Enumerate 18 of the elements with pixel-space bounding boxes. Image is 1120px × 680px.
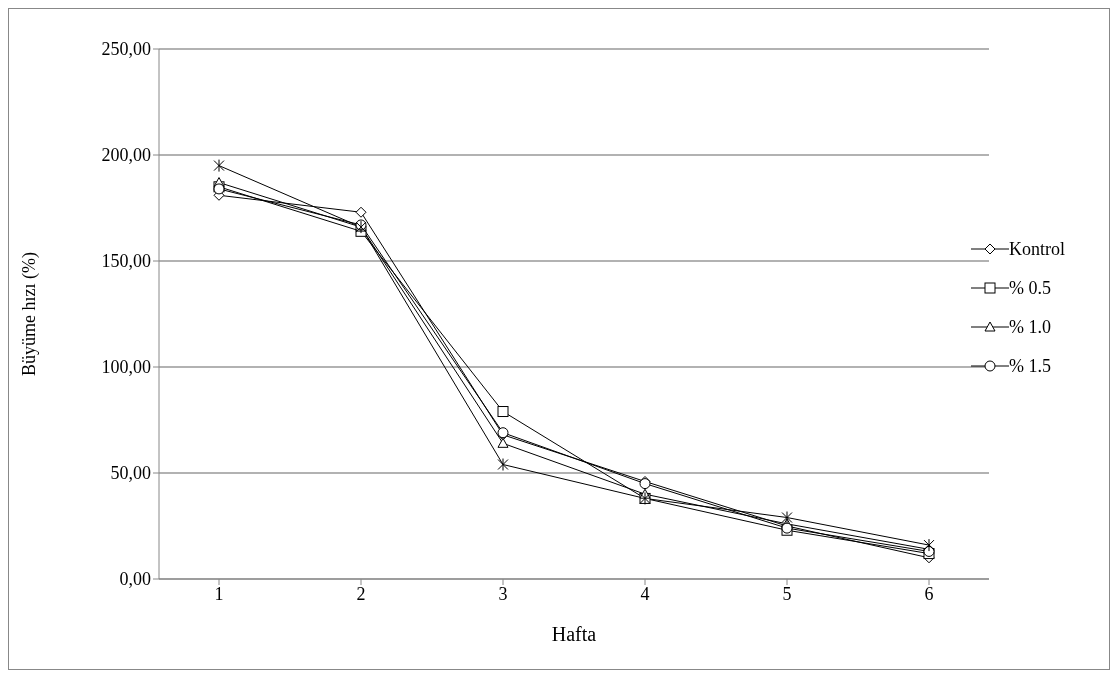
legend-label: % 1.5 xyxy=(1009,356,1052,377)
y-tick-label: 250,00 xyxy=(101,39,151,60)
legend-label: Kontrol xyxy=(1009,239,1066,260)
x-tick-label: 2 xyxy=(356,583,366,604)
x-tick-label: 4 xyxy=(640,583,650,604)
y-tick-label: 150,00 xyxy=(101,251,151,272)
legend-label: % 1.0 xyxy=(1009,317,1052,338)
y-tick-label: 0,00 xyxy=(119,569,151,590)
x-tick-label: 5 xyxy=(782,583,792,604)
x-tick-label: 1 xyxy=(214,583,224,604)
x-tick-label: 6 xyxy=(924,583,934,604)
y-tick-label: 100,00 xyxy=(101,357,151,378)
y-axis-title: Büyüme hızı (%) xyxy=(19,252,41,376)
legend-label: % 0.5 xyxy=(1009,278,1052,299)
y-tick-label: 50,00 xyxy=(110,463,151,484)
y-tick-label: 200,00 xyxy=(101,145,151,166)
x-axis-title: Hafta xyxy=(551,623,597,645)
x-tick-label: 3 xyxy=(498,583,508,604)
